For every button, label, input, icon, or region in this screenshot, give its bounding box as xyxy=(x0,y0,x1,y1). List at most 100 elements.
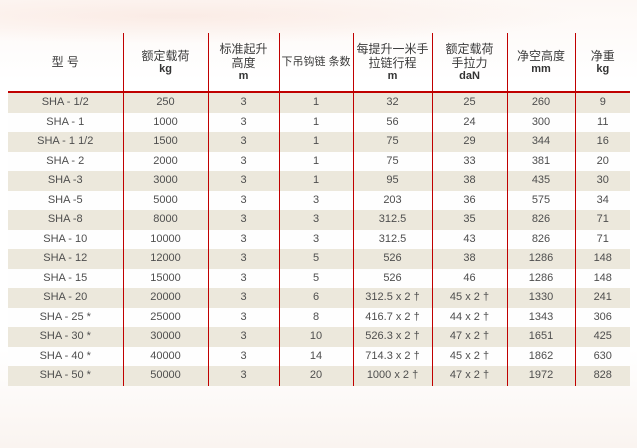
cell-chain-falls: 1 xyxy=(279,171,354,191)
cell-headroom-mm: 1343 xyxy=(507,307,576,327)
cell-headroom-mm: 344 xyxy=(507,132,576,152)
cell-model: SHA - 50 * xyxy=(8,366,124,386)
cell-model: SHA -5 xyxy=(8,190,124,210)
cell-hand-pull-dan: 38 xyxy=(432,171,508,191)
cell-chain-falls: 20 xyxy=(279,366,354,386)
cell-model: SHA - 1 1/2 xyxy=(8,132,124,152)
table-row: SHA - 30 * 30000 3 10 526.3 x 2 † 47 x 2… xyxy=(8,327,630,347)
cell-rated-load-kg: 250 xyxy=(123,92,209,113)
cell-net-weight-kg: 34 xyxy=(596,193,609,206)
cell-net-weight-kg: 71 xyxy=(596,213,609,225)
cell-model: SHA -8 xyxy=(8,210,124,230)
cell-net-weight-kg: 425 xyxy=(593,330,612,342)
cell-model: SHA - 25 * xyxy=(8,307,124,327)
table-row: SHA -8 8000 3 3 312.5 35 826 71 xyxy=(8,210,630,230)
spec-table: 型 号 额定载荷 kg 标准起升 高度 m 下吊钩链 条数 每提升一米手 拉链行… xyxy=(8,33,630,386)
cell-chain-falls: 1 xyxy=(279,92,354,113)
cell-model: SHA -3 xyxy=(8,171,124,191)
cell-chain-travel-m: 312.5 xyxy=(353,229,433,249)
cell-chain-travel-m: 526 xyxy=(353,249,433,269)
cell-hand-pull-dan: 25 xyxy=(432,92,508,113)
cell-rated-load-kg: 20000 xyxy=(123,288,209,308)
cell-hand-pull-dan: 45 x 2 † xyxy=(432,346,508,366)
cell-net-weight-kg: 828 xyxy=(593,369,612,381)
cell-model: SHA - 1/2 xyxy=(8,92,124,113)
spec-table-container: 型 号 额定载荷 kg 标准起升 高度 m 下吊钩链 条数 每提升一米手 拉链行… xyxy=(8,33,630,386)
cell-rated-load-kg: 5000 xyxy=(123,190,209,210)
column-header-chain-travel: 每提升一米手 拉链行程 m xyxy=(353,33,433,93)
cell-chain-travel-m: 75 xyxy=(353,151,433,171)
column-title: 每提升一米手 拉链行程 xyxy=(356,41,429,70)
header-row: 型 号 额定载荷 kg 标准起升 高度 m 下吊钩链 条数 每提升一米手 拉链行… xyxy=(8,33,630,93)
column-unit: kg xyxy=(159,62,172,75)
cell-chain-travel-m: 416.7 x 2 † xyxy=(353,307,433,327)
table-row: SHA - 1/2 250 3 1 32 25 260 9 xyxy=(8,92,630,113)
table-row: SHA - 25 * 25000 3 8 416.7 x 2 † 44 x 2 … xyxy=(8,307,630,327)
column-title: 型 号 xyxy=(51,55,79,69)
column-unit: kg xyxy=(596,62,610,75)
column-unit: daN xyxy=(459,69,480,82)
cell-chain-falls: 1 xyxy=(279,151,354,171)
cell-lift-height-m: 3 xyxy=(208,307,280,327)
column-title: 标准起升 高度 xyxy=(219,41,268,70)
cell-chain-falls: 1 xyxy=(279,112,354,132)
column-title: 净重 xyxy=(590,48,615,63)
cell-net-weight-kg: 630 xyxy=(593,349,612,362)
column-unit: m xyxy=(387,69,398,82)
cell-chain-travel-m: 714.3 x 2 † xyxy=(353,346,433,366)
cell-chain-falls: 8 xyxy=(279,307,354,327)
cell-rated-load-kg: 30000 xyxy=(123,327,209,347)
cell-hand-pull-dan: 45 x 2 † xyxy=(432,288,508,308)
cell-hand-pull-dan: 29 xyxy=(432,132,508,152)
cell-chain-falls: 14 xyxy=(279,346,354,366)
cell-chain-falls: 3 xyxy=(279,190,354,210)
cell-hand-pull-dan: 35 xyxy=(432,210,508,230)
table-row: SHA - 50 * 50000 3 20 1000 x 2 † 47 x 2 … xyxy=(8,366,630,386)
table-row: SHA - 1 1/2 1500 3 1 75 29 344 16 xyxy=(8,132,630,152)
column-header-lift-height: 标准起升 高度 m xyxy=(208,33,280,93)
cell-model: SHA - 20 xyxy=(8,288,124,308)
cell-rated-load-kg: 8000 xyxy=(123,210,209,230)
cell-lift-height-m: 3 xyxy=(208,171,280,191)
cell-chain-travel-m: 32 xyxy=(353,92,433,113)
cell-rated-load-kg: 10000 xyxy=(123,229,209,249)
cell-model: SHA - 40 * xyxy=(8,346,124,366)
column-header-headroom: 净空高度 mm xyxy=(507,33,576,93)
cell-chain-travel-m: 75 xyxy=(353,132,433,152)
table-row: SHA - 20 20000 3 6 312.5 x 2 † 45 x 2 † … xyxy=(8,288,630,308)
cell-rated-load-kg: 2000 xyxy=(123,151,209,171)
cell-lift-height-m: 3 xyxy=(208,346,280,366)
table-body: SHA - 1/2 250 3 1 32 25 260 9 SHA - 1 10… xyxy=(8,92,630,386)
cell-chain-travel-m: 526 xyxy=(353,268,433,288)
cell-chain-falls: 10 xyxy=(279,327,354,347)
cell-model: SHA - 1 xyxy=(8,112,124,132)
cell-hand-pull-dan: 47 x 2 † xyxy=(432,366,508,386)
cell-rated-load-kg: 1000 xyxy=(123,112,209,132)
table-row: SHA - 15 15000 3 5 526 46 1286 148 xyxy=(8,268,630,288)
cell-lift-height-m: 3 xyxy=(208,210,280,230)
cell-net-weight-kg: 148 xyxy=(593,252,612,264)
column-title: 额定载荷 xyxy=(141,48,190,63)
cell-chain-falls: 3 xyxy=(279,210,354,230)
cell-headroom-mm: 1862 xyxy=(507,346,576,366)
cell-lift-height-m: 3 xyxy=(208,366,280,386)
cell-net-weight-kg: 71 xyxy=(596,232,609,245)
cell-model: SHA - 15 xyxy=(8,268,124,288)
column-title: 下吊钩链 条数 xyxy=(281,56,351,68)
cell-net-weight-kg: 241 xyxy=(593,291,612,303)
cell-net-weight-kg: 20 xyxy=(596,154,609,167)
cell-rated-load-kg: 12000 xyxy=(123,249,209,269)
column-unit: mm xyxy=(531,62,551,75)
cell-headroom-mm: 1972 xyxy=(507,366,576,386)
column-header-rated-load: 额定载荷 kg xyxy=(123,33,209,93)
cell-lift-height-m: 3 xyxy=(208,327,280,347)
cell-rated-load-kg: 50000 xyxy=(123,366,209,386)
cell-lift-height-m: 3 xyxy=(208,190,280,210)
cell-chain-travel-m: 56 xyxy=(353,112,433,132)
cell-headroom-mm: 1330 xyxy=(507,288,576,308)
cell-headroom-mm: 435 xyxy=(507,171,576,191)
cell-model: SHA - 30 * xyxy=(8,327,124,347)
cell-hand-pull-dan: 46 xyxy=(432,268,508,288)
cell-hand-pull-dan: 44 x 2 † xyxy=(432,307,508,327)
cell-hand-pull-dan: 33 xyxy=(432,151,508,171)
